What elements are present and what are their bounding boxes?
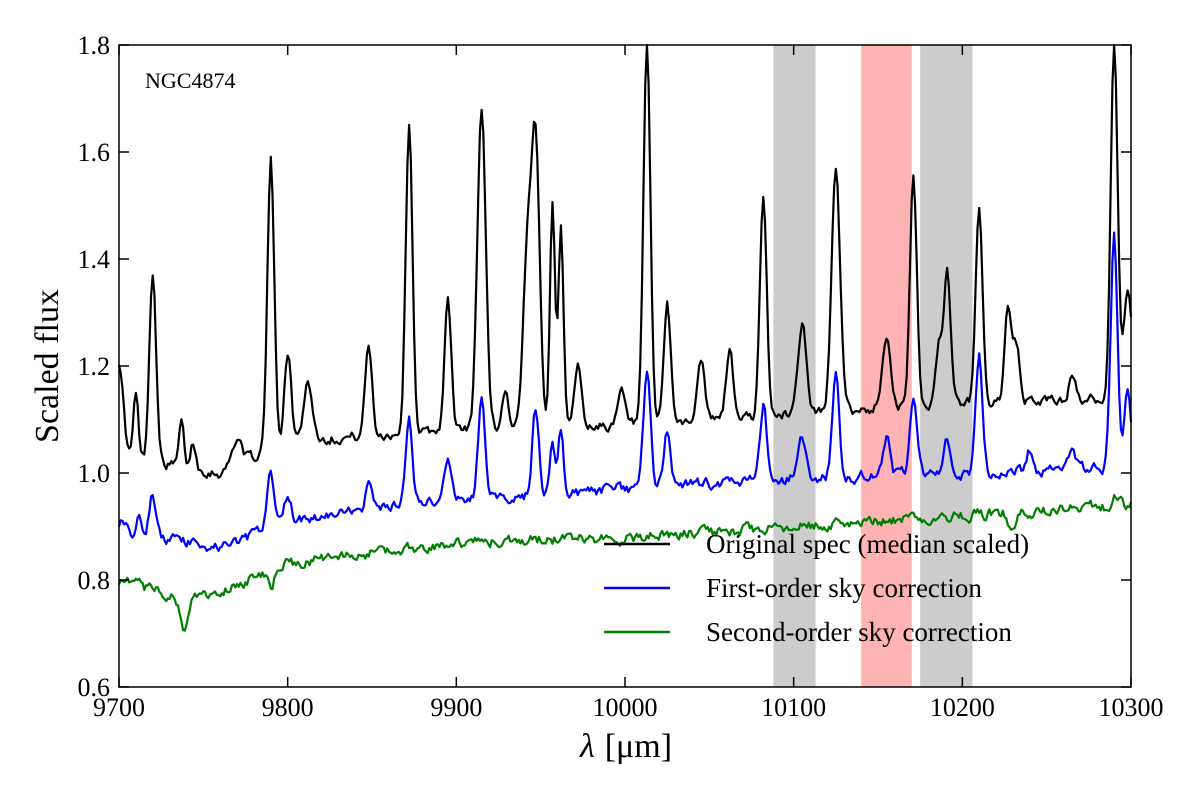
x-tick-label-10100: 10100 <box>761 693 826 722</box>
axis-ticks: 9700 9800 9900 10000 10100 10200 10300 0.6 0.8 1.… <box>78 31 1164 722</box>
x-tick-label-9900: 9900 <box>430 693 482 722</box>
shaded-region-2 <box>861 45 912 687</box>
series-line-3 <box>117 493 1133 632</box>
x-axis-title: λ [μm] <box>579 728 672 765</box>
legend: Original spec (median scaled) First-order… <box>604 529 1029 647</box>
shaded-bands <box>773 45 973 687</box>
shaded-region-1 <box>773 45 816 687</box>
y-tick-label-2: 1.0 <box>78 459 111 488</box>
y-tick-label-6: 1.8 <box>78 31 111 60</box>
x-axis-symbol: λ <box>579 728 595 765</box>
x-tick-label-10000: 10000 <box>593 693 658 722</box>
y-tick-label-5: 1.6 <box>78 138 111 167</box>
annotation-label: NGC4874 <box>145 68 235 93</box>
x-axis-unit: [μm] <box>605 728 672 765</box>
legend-label-2: First-order sky correction <box>706 573 982 603</box>
shaded-region-3 <box>920 45 973 687</box>
x-tick-label-9800: 9800 <box>262 693 314 722</box>
series-line-1 <box>117 43 1133 480</box>
x-tick-label-9700: 9700 <box>93 693 145 722</box>
y-tick-label-1: 0.8 <box>78 566 111 595</box>
series-lines <box>117 43 1133 632</box>
series-line-2 <box>117 231 1133 553</box>
x-tick-label-10300: 10300 <box>1099 693 1164 722</box>
legend-label-1: Original spec (median scaled) <box>706 529 1029 559</box>
x-tick-label-10200: 10200 <box>930 693 995 722</box>
y-tick-label-0: 0.6 <box>78 673 111 702</box>
plot-frame <box>118 44 1132 688</box>
y-axis-title: Scaled flux <box>29 289 66 443</box>
legend-label-3: Second-order sky correction <box>706 617 1012 647</box>
y-tick-label-4: 1.4 <box>78 245 111 274</box>
y-tick-label-3: 1.2 <box>78 352 111 381</box>
